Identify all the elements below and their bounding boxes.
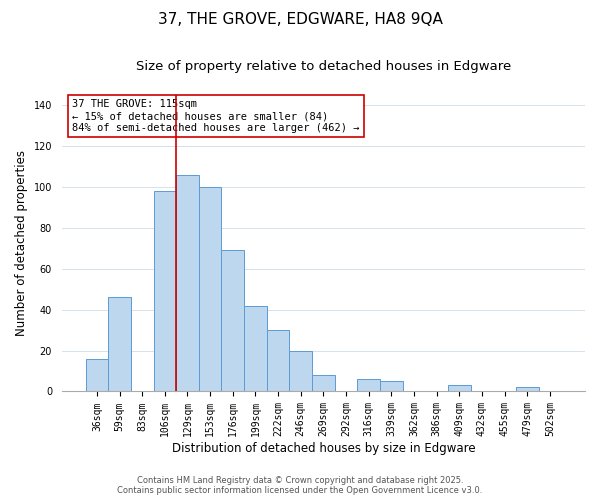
Bar xyxy=(86,359,108,392)
Bar xyxy=(154,191,176,392)
Bar xyxy=(108,298,131,392)
Bar xyxy=(380,381,403,392)
Bar xyxy=(448,386,470,392)
Bar xyxy=(289,350,312,392)
Bar xyxy=(221,250,244,392)
Bar xyxy=(312,375,335,392)
Bar xyxy=(176,174,199,392)
Title: Size of property relative to detached houses in Edgware: Size of property relative to detached ho… xyxy=(136,60,511,73)
X-axis label: Distribution of detached houses by size in Edgware: Distribution of detached houses by size … xyxy=(172,442,475,455)
Bar xyxy=(267,330,289,392)
Bar xyxy=(516,388,539,392)
Text: 37, THE GROVE, EDGWARE, HA8 9QA: 37, THE GROVE, EDGWARE, HA8 9QA xyxy=(158,12,442,28)
Bar xyxy=(358,379,380,392)
Bar xyxy=(199,187,221,392)
Y-axis label: Number of detached properties: Number of detached properties xyxy=(15,150,28,336)
Text: Contains HM Land Registry data © Crown copyright and database right 2025.
Contai: Contains HM Land Registry data © Crown c… xyxy=(118,476,482,495)
Bar xyxy=(244,306,267,392)
Text: 37 THE GROVE: 115sqm
← 15% of detached houses are smaller (84)
84% of semi-detac: 37 THE GROVE: 115sqm ← 15% of detached h… xyxy=(72,100,360,132)
